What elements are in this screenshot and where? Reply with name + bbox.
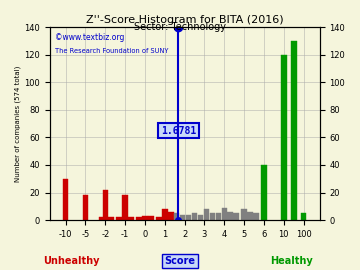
Bar (148, 216, 154, 220)
Bar (156, 217, 162, 220)
Bar (63, 179, 68, 220)
Bar (99, 217, 104, 220)
Text: Unhealthy: Unhealthy (43, 256, 100, 266)
Text: Score: Score (165, 256, 195, 266)
Bar (216, 213, 221, 220)
Bar (83, 195, 88, 220)
Bar (108, 217, 114, 220)
Text: The Research Foundation of SUNY: The Research Foundation of SUNY (55, 48, 168, 54)
Bar (221, 208, 227, 220)
Bar (241, 209, 247, 220)
Bar (210, 213, 215, 220)
Bar (168, 212, 174, 220)
Text: Sector: Technology: Sector: Technology (134, 22, 226, 32)
Bar (198, 215, 203, 220)
Bar (233, 213, 239, 220)
Text: ©www.textbiz.org: ©www.textbiz.org (55, 33, 125, 42)
Bar (204, 209, 209, 220)
Bar (180, 215, 185, 220)
Bar (281, 55, 287, 220)
Text: 1.6781: 1.6781 (161, 126, 196, 136)
Bar (291, 41, 297, 220)
Text: Healthy: Healthy (270, 256, 313, 266)
Bar (192, 213, 197, 220)
Bar (174, 213, 180, 220)
Title: Z''-Score Histogram for BITA (2016): Z''-Score Histogram for BITA (2016) (86, 15, 283, 25)
Y-axis label: Number of companies (574 total): Number of companies (574 total) (15, 65, 22, 182)
Bar (247, 212, 253, 220)
Bar (136, 217, 142, 220)
Bar (228, 212, 233, 220)
Bar (186, 215, 192, 220)
Bar (128, 217, 134, 220)
Bar (162, 209, 167, 220)
Bar (122, 195, 128, 220)
Bar (253, 213, 259, 220)
Bar (301, 213, 306, 220)
Bar (142, 216, 148, 220)
Bar (261, 165, 267, 220)
Bar (116, 217, 122, 220)
Bar (103, 190, 108, 220)
